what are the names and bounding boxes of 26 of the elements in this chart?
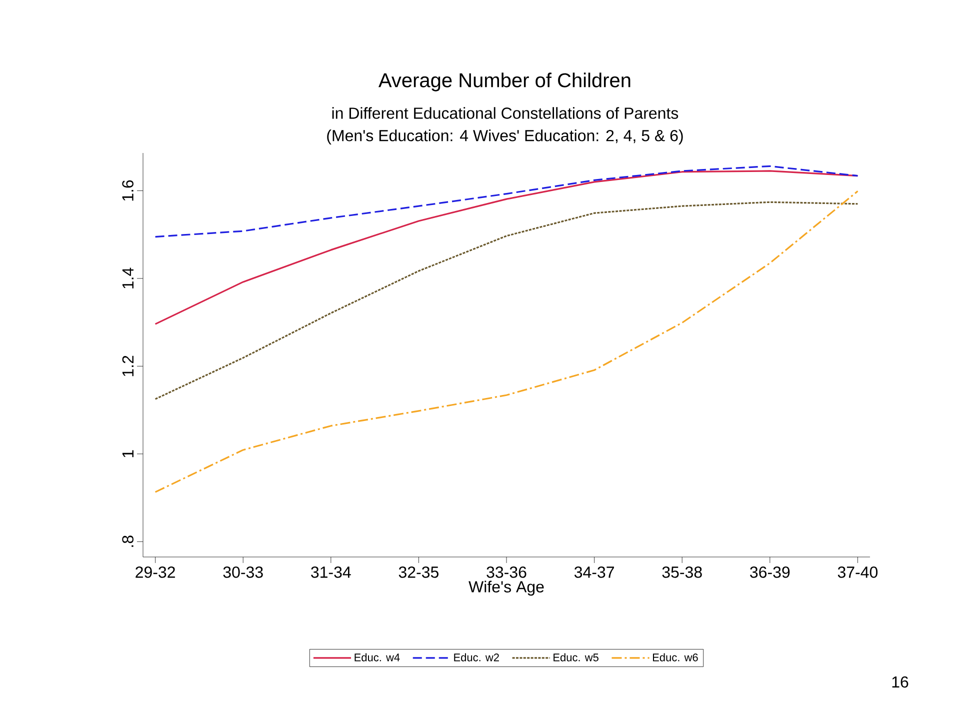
chart-subtitle: in Different Educational Constellations of Parents [332,107,678,119]
line-series [154,201,859,400]
x-tick-label: 29-32 [136,566,175,578]
line-series [154,190,859,493]
x-tick-label: 33-36 [486,566,526,578]
x-tick-label: 35-38 [662,566,702,578]
y-tick-label: 1 [122,450,134,458]
y-tick-label: .8 [122,536,134,547]
legend-label: Educ. w5 [554,653,598,662]
y-tick-label: 1.2 [122,356,134,376]
line-series [154,165,859,238]
legend-label: Educ. w2 [454,653,499,662]
x-axis-title: Wife's Age [468,580,544,596]
legend-label: Educ. w6 [652,653,698,662]
x-tick-label: 31-34 [311,566,351,578]
text: 16 [892,676,908,688]
x-tick-label: 37-40 [838,566,878,578]
x-tick-label: 36-39 [750,566,790,578]
x-tick-label: 30-33 [223,566,263,578]
x-tick-label: 34-37 [574,566,614,578]
text: (Men's Education: 4 Wives' Education: 2, 4, 5 & 6) [327,130,683,144]
y-tick-label: 1.6 [122,180,134,201]
legend-label: Educ. w4 [354,653,400,662]
y-tick-label: 1.4 [122,268,134,288]
chart-title: Average Number of Children [378,72,630,92]
x-tick-label: 32-35 [398,566,438,578]
